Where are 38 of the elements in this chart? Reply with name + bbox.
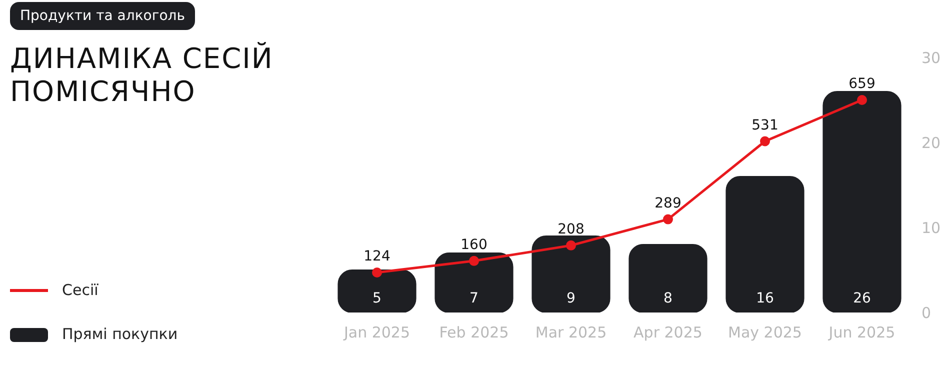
point	[372, 268, 382, 278]
x-tick-label: Mar 2025	[535, 324, 607, 342]
data-label: 531	[752, 117, 778, 134]
data-label: 7	[470, 290, 478, 306]
x-tick-label: Jun 2025	[828, 324, 896, 342]
bar	[532, 236, 610, 312]
point	[469, 256, 479, 266]
point	[760, 136, 770, 146]
x-tick-label: Apr 2025	[634, 324, 702, 342]
data-label: 160	[460, 236, 488, 253]
bar	[338, 270, 416, 312]
y2-tick-label: 0	[922, 304, 932, 322]
data-label: 16	[756, 290, 774, 306]
bar	[726, 176, 804, 312]
data-label: 208	[558, 221, 584, 238]
x-tick-label: Feb 2025	[439, 324, 509, 342]
point	[566, 240, 576, 250]
legend-label: Прямі покупки	[62, 325, 178, 344]
data-label: 26	[853, 290, 871, 306]
point	[663, 214, 673, 224]
data-label: 289	[654, 195, 682, 212]
chart-title: ДИНАМІКА СЕСІЙ ПОМІСЯЧНО	[10, 42, 274, 108]
y2-tick-label: 20	[922, 134, 941, 152]
legend-label: Сесії	[62, 281, 98, 300]
x-tick-label: Jan 2025	[342, 324, 410, 342]
x-tick-label: May 2025	[728, 324, 802, 342]
data-label: 659	[848, 76, 876, 92]
text: Продукти та алкоголь	[10, 2, 195, 30]
bar	[628, 244, 708, 312]
point	[857, 95, 867, 105]
y2-tick-label: 10	[922, 219, 941, 237]
data-label: 8	[664, 290, 672, 306]
y2-tick-label: 30	[922, 49, 941, 67]
data-label: 9	[566, 290, 576, 306]
bar	[434, 252, 514, 312]
bar	[822, 91, 902, 312]
data-label: 124	[364, 248, 390, 265]
data-label: 5	[372, 290, 382, 306]
